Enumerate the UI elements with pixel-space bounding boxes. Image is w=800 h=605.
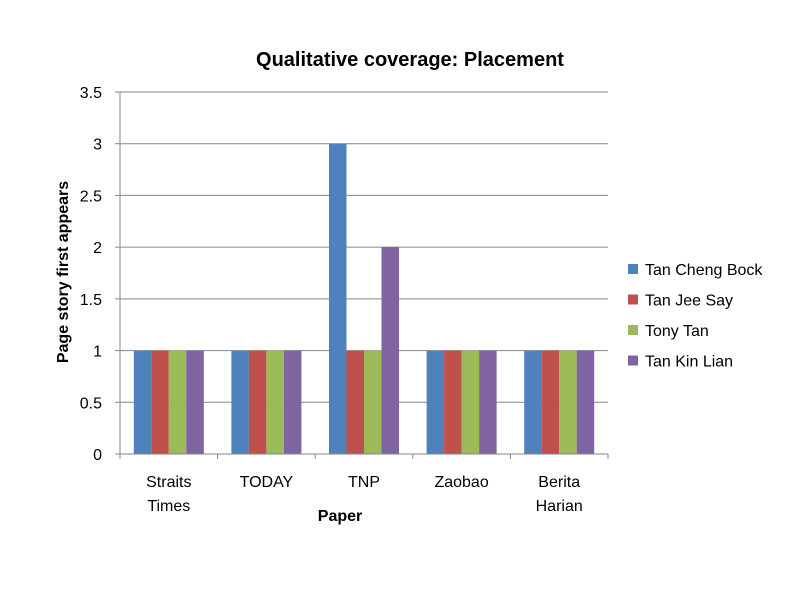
bar-tan-kin-lian — [283, 350, 302, 454]
legend-label: Tony Tan — [645, 323, 709, 340]
legend-item: Tan Cheng Bock — [628, 262, 763, 279]
legend-item: Tony Tan — [628, 323, 709, 340]
bar-tan-jee-say — [248, 350, 267, 454]
axes — [115, 91, 609, 459]
y-tick-label: 0.5 — [80, 395, 102, 412]
legend-swatch — [628, 355, 638, 366]
x-tick-label: TNP — [348, 474, 380, 491]
legend-swatch — [628, 264, 638, 274]
bar-tony-tan — [266, 350, 284, 454]
bar-tan-jee-say — [541, 350, 560, 454]
bar-tan-jee-say — [151, 350, 169, 454]
bars — [133, 143, 595, 454]
bar-tan-cheng-bock — [231, 350, 249, 454]
bar-tan-kin-lian — [186, 350, 204, 454]
y-tick-label: 1 — [93, 344, 102, 361]
legend-swatch — [628, 325, 638, 335]
y-axis-title: Page story first appears — [55, 181, 72, 363]
y-tick-label: 2 — [93, 240, 102, 257]
legend: Tan Cheng Bock Tan Jee Say Tony Tan Tan Kin… — [628, 262, 763, 371]
x-tick-label: Zaobao — [434, 474, 488, 491]
legend-item: Tan Jee Say — [628, 293, 733, 310]
x-tick-label: TODAY — [240, 474, 294, 491]
bar-tan-jee-say — [444, 350, 462, 454]
x-tick-label: Berita Harian — [536, 474, 583, 515]
bar-tan-kin-lian — [381, 247, 399, 454]
x-tick-label: Straits Times — [146, 474, 191, 515]
bar-tony-tan — [364, 350, 382, 454]
bar-tan-cheng-bock — [133, 350, 152, 454]
bar-tan-kin-lian — [576, 350, 595, 454]
chart-title: Qualitative coverage: Placement — [256, 49, 564, 71]
legend-item: Tan Kin Lian — [628, 354, 733, 371]
bar-tan-jee-say — [346, 350, 364, 454]
bar-tan-kin-lian — [479, 350, 497, 454]
bar-tan-cheng-bock — [426, 350, 445, 454]
x-axis-title: Paper — [318, 508, 362, 525]
y-tick-label: 3 — [93, 137, 102, 154]
legend-swatch — [628, 294, 638, 305]
y-tick-labels: 0 0.5 1 1.5 2 2.5 3 3.5 — [80, 85, 102, 464]
y-tick-label: 3.5 — [80, 85, 102, 102]
y-tick-label: 1.5 — [80, 292, 102, 309]
bar-tony-tan — [559, 350, 577, 454]
legend-label: Tan Jee Say — [645, 293, 733, 310]
y-tick-label: 0 — [93, 447, 102, 464]
legend-label: Tan Kin Lian — [645, 354, 733, 371]
bar-tony-tan — [461, 350, 480, 454]
y-tick-label: 2.5 — [80, 188, 102, 205]
bar-tan-cheng-bock — [329, 143, 347, 454]
bar-tony-tan — [168, 350, 187, 454]
legend-label: Tan Cheng Bock — [645, 262, 763, 279]
bar-tan-cheng-bock — [524, 350, 542, 454]
x-tick-labels: Straits Times TODAY TNP Zaobao Berita Harian — [146, 474, 583, 515]
